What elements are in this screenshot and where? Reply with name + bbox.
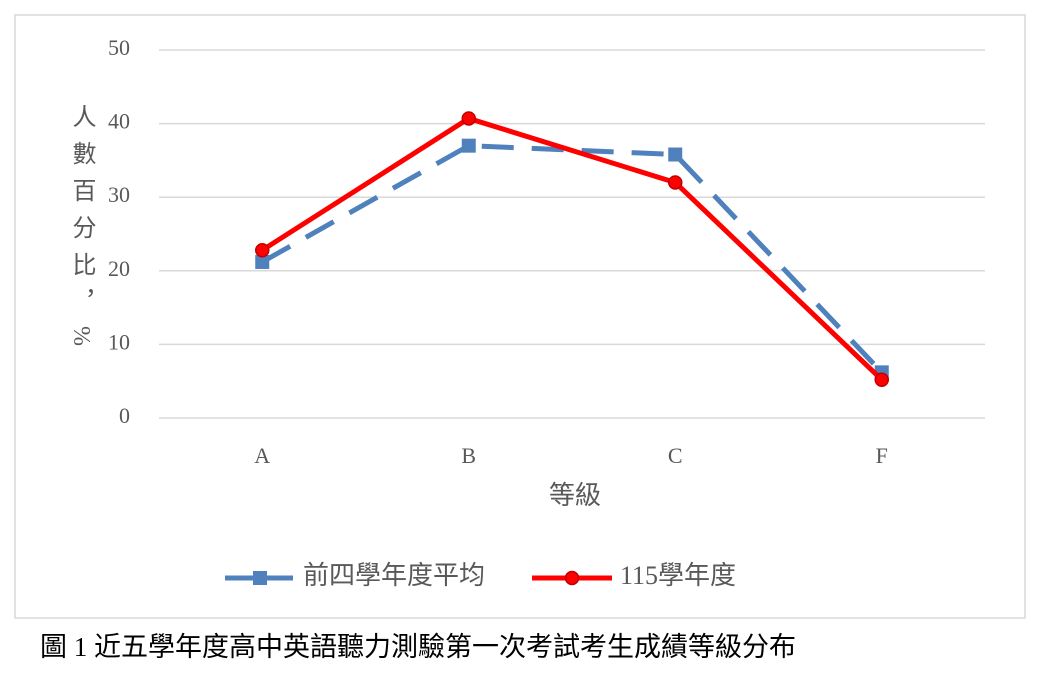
x-axis-title: 等級 bbox=[549, 481, 601, 510]
x-tick-label: C bbox=[668, 443, 683, 468]
caption: 圖 1 近五學年度高中英語聽力測驗第一次考試考生成績等級分布 bbox=[40, 632, 796, 662]
y-tick-label: 30 bbox=[108, 182, 130, 207]
y-tick-label: 10 bbox=[108, 329, 130, 354]
legend-label: 115學年度 bbox=[620, 561, 736, 590]
point-marker bbox=[874, 372, 889, 387]
chart-frame bbox=[14, 14, 1026, 619]
point-marker bbox=[461, 111, 476, 126]
y-tick-label: 50 bbox=[108, 35, 130, 60]
x-tick-label: F bbox=[876, 443, 888, 468]
y-tick-label: 40 bbox=[108, 109, 130, 134]
y-tick-label: 0 bbox=[119, 403, 130, 428]
legend-marker bbox=[564, 570, 580, 586]
y-axis-title: 人數百分比，% bbox=[68, 104, 94, 359]
series-line bbox=[261, 143, 884, 375]
x-tick-label: B bbox=[461, 443, 476, 468]
series-line bbox=[260, 115, 884, 382]
x-tick-label: A bbox=[254, 443, 270, 468]
point-marker bbox=[668, 175, 683, 190]
point-marker bbox=[255, 254, 270, 269]
legend-label: 前四學年度平均 bbox=[303, 561, 485, 590]
y-tick-label: 20 bbox=[108, 256, 130, 281]
point-marker bbox=[668, 147, 683, 162]
point-marker bbox=[255, 242, 270, 258]
point-marker bbox=[461, 138, 476, 153]
legend-marker bbox=[253, 571, 267, 585]
